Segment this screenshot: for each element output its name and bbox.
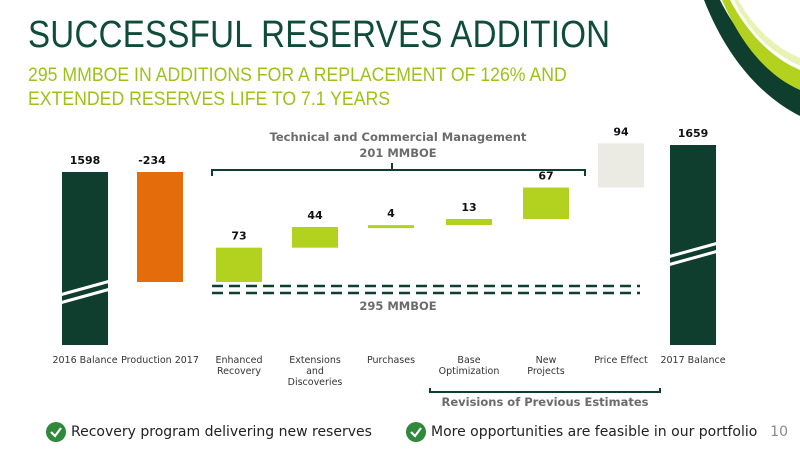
subtitle-line-1: 295 MMBOE IN ADDITIONS FOR A REPLACEMENT… [28,65,567,86]
note-recovery-program: Recovery program delivering new reserves [46,420,372,444]
management-bracket [211,163,586,176]
category-labels-layer: 2016 Balance Production 2017 Enhanced Recov… [52,355,725,388]
axis-break-marker [55,278,115,306]
category-label: Production 2017 [121,355,199,366]
bar-production-2017 [137,172,183,282]
category-label: New Projects [527,355,565,377]
value-label: 13 [461,201,476,214]
management-label-line-2: 201 MMBOE [359,146,436,160]
category-label: Purchases [367,355,415,366]
additions-label: 295 MMBOE [359,299,436,313]
value-label: 94 [613,125,629,138]
management-label-line-1: Technical and Commercial Management [270,130,527,144]
bar-purchases [368,225,414,229]
slide-subtitle: 295 MMBOE IN ADDITIONS FOR A REPLACEMENT… [28,64,728,112]
note-text: More opportunities are feasible in our p… [431,424,758,440]
value-label: 67 [538,170,553,183]
bars-layer [55,143,723,345]
category-label: 2016 Balance [52,355,117,366]
revisions-label: Revisions of Previous Estimates [441,395,648,409]
category-label: Base Optimization [439,355,500,377]
bar-extensions-and-discoveries [292,226,338,248]
page-number: 10 [770,424,788,440]
bar-new-projects [523,187,569,219]
note-text: Recovery program delivering new reserves [71,424,372,440]
bar-2016-balance [62,172,108,345]
value-label: 1598 [70,154,101,167]
category-label: Extensions and Discoveries [288,355,343,388]
bar-base-optimization [446,219,492,226]
category-label: Price Effect [594,355,648,366]
decorative-swoosh-graphic [704,0,800,116]
category-label: 2017 Balance [660,355,725,366]
bar-enhanced-recovery [216,247,262,282]
check-icon [406,422,426,442]
annotations-layer: Technical and Commercial Management 201 … [211,130,661,409]
value-label: 1659 [678,127,709,140]
subtitle-line-2: EXTENDED RESERVES LIFE TO 7.1 YEARS [28,89,391,110]
value-label: 4 [387,207,395,220]
value-label: 44 [307,209,323,222]
note-more-opportunities: More opportunities are feasible in our p… [406,420,757,444]
category-label: Enhanced Recovery [216,355,263,377]
value-label: -234 [138,154,166,167]
bar-price-effect [598,143,644,188]
revisions-bracket [429,388,661,393]
value-label: 73 [231,230,246,243]
check-icon [46,422,66,442]
slide-title: SUCCESSFUL RESERVES ADDITION [28,14,611,56]
axis-break-marker [663,240,723,268]
